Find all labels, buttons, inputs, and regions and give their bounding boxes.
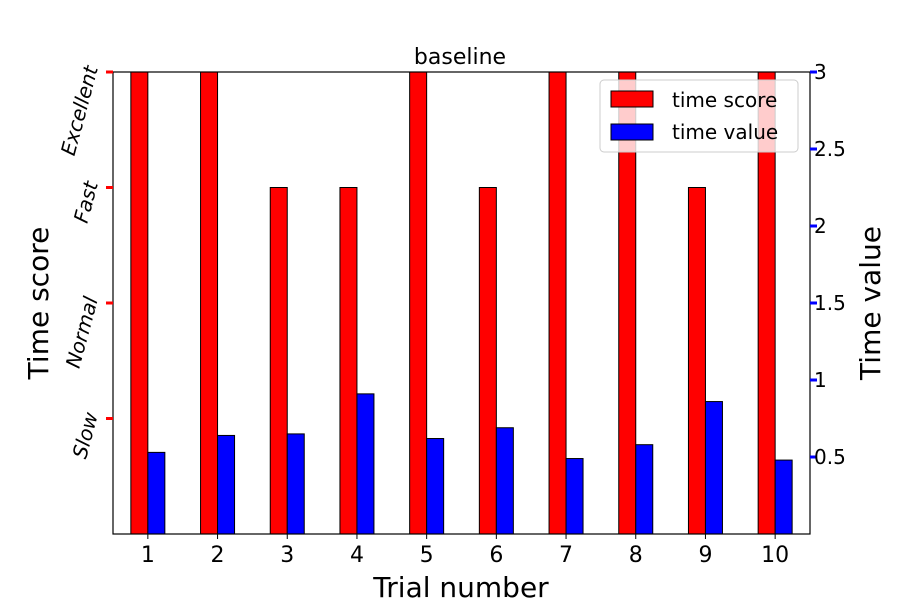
bar-time-value-9	[704, 401, 723, 535]
x-tick-label: 6	[489, 543, 503, 568]
left-axis-ticks: Slow Normal Fast Excellent	[56, 62, 113, 461]
left-tick-label: Normal	[61, 294, 103, 371]
x-tick-label: 4	[350, 543, 364, 568]
bar-time-value-5	[426, 438, 445, 535]
left-tick-label: Excellent	[56, 62, 103, 158]
right-tick-label: 3	[814, 60, 827, 84]
bar-time-value-8	[635, 444, 654, 535]
bar-time-score-6	[478, 187, 497, 535]
left-tick-label: Slow	[68, 409, 103, 461]
bar-time-value-1	[147, 451, 166, 535]
right-tick-label: 1	[814, 368, 827, 392]
right-tick-label: 0.5	[814, 445, 846, 469]
bar-time-score-9	[687, 187, 706, 535]
right-tick-label: 1.5	[814, 291, 846, 315]
x-axis-label: Trial number	[372, 571, 549, 600]
bar-time-score-4	[339, 187, 358, 535]
legend-label-time-score: time score	[672, 88, 777, 112]
legend-swatch-time-value	[610, 123, 654, 141]
bar-time-value-3	[286, 433, 305, 535]
bars-layer	[130, 71, 793, 535]
chart-title: baseline	[414, 45, 506, 70]
x-tick-label: 5	[420, 543, 434, 568]
bar-time-score-7	[548, 71, 567, 535]
left-y-axis-label: Time score	[22, 227, 55, 381]
right-tick-label: 2.5	[814, 137, 846, 161]
bar-time-score-5	[409, 71, 428, 535]
left-tick-label: Fast	[69, 177, 103, 225]
right-y-axis-label: Time value	[854, 226, 887, 381]
bar-time-value-10	[774, 459, 793, 535]
x-tick-label: 10	[761, 543, 789, 568]
x-tick-label: 7	[559, 543, 573, 568]
bar-time-score-2	[200, 71, 219, 535]
bar-time-score-3	[269, 187, 288, 535]
bar-time-value-7	[565, 458, 584, 535]
bar-time-score-1	[130, 71, 149, 535]
bar-time-value-4	[356, 393, 375, 535]
legend: time score time value	[599, 79, 799, 153]
bar-time-value-2	[217, 434, 236, 535]
right-tick-label: 2	[814, 214, 827, 238]
bar-time-value-6	[495, 427, 514, 535]
legend-swatch-time-score	[610, 90, 654, 108]
x-axis-ticks: 1 2 3 4 5 6 7 8 9 10	[141, 534, 789, 568]
x-tick-label: 9	[698, 543, 712, 568]
x-tick-label: 8	[629, 543, 643, 568]
x-tick-label: 1	[141, 543, 155, 568]
x-tick-label: 2	[211, 543, 225, 568]
right-axis-ticks: 0.5 1 1.5 2 2.5 3	[810, 60, 846, 469]
x-tick-label: 3	[280, 543, 294, 568]
legend-label-time-value: time value	[672, 120, 778, 144]
